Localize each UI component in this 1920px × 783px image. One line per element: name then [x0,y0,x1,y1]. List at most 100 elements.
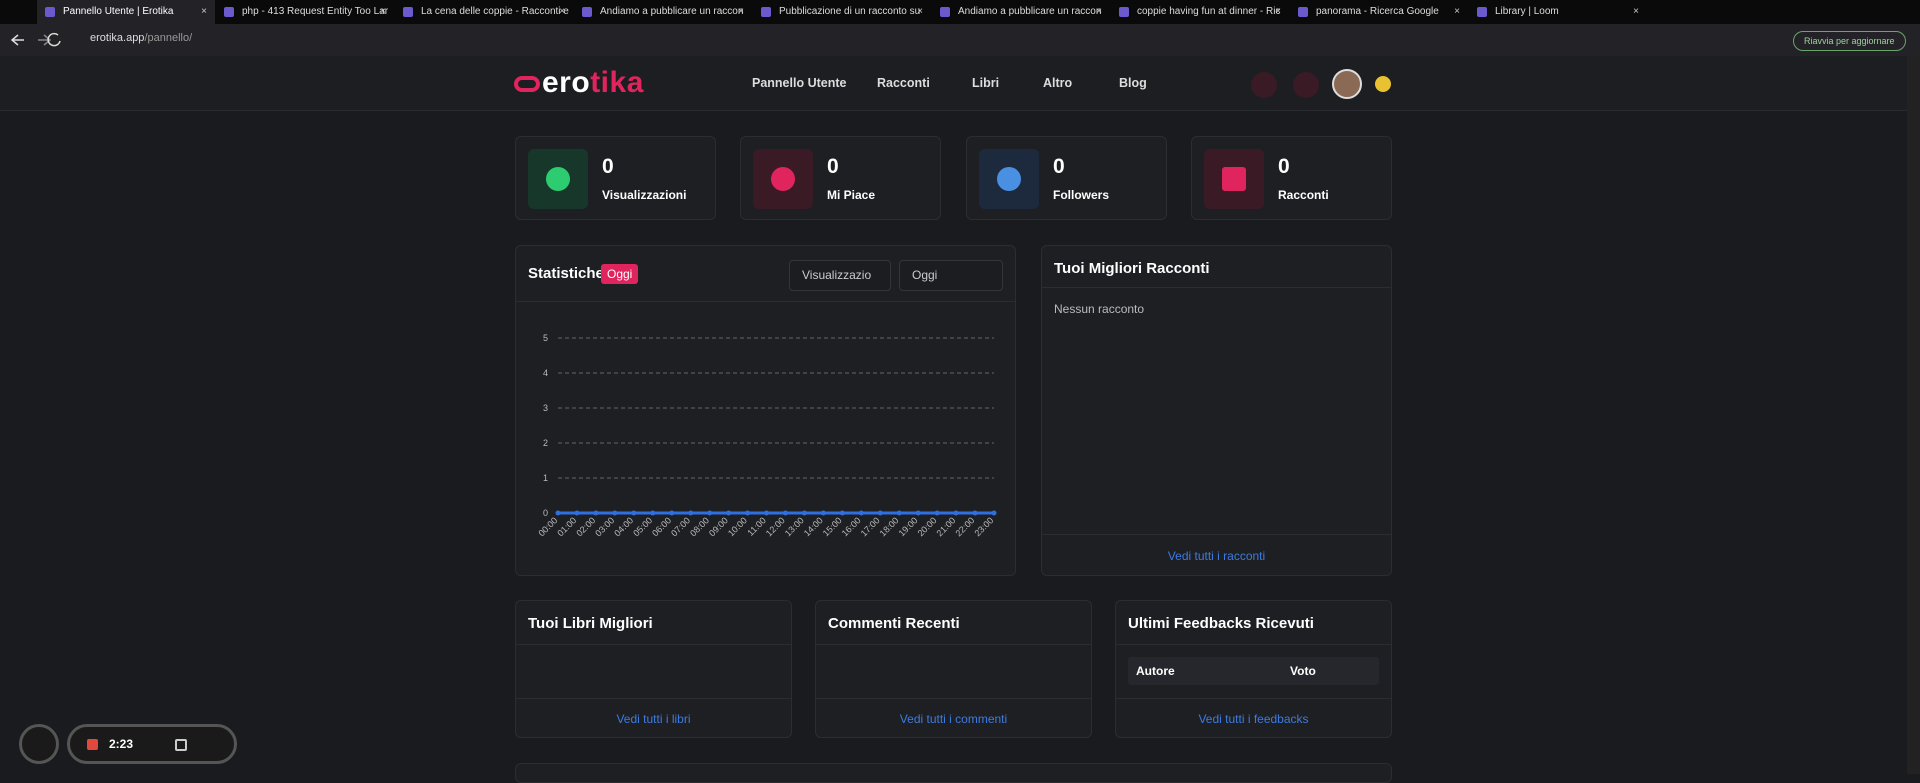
point [801,510,807,516]
stat-value: 0 [1278,155,1290,178]
nav-item[interactable]: Altro [1043,76,1073,90]
tab-close[interactable]: × [1096,6,1102,17]
tab-title: Library | Loom [1495,6,1559,17]
scrollbar[interactable] [1907,56,1920,774]
column-header: Voto [1290,664,1316,678]
panel-link[interactable]: Vedi tutti i libri [616,712,691,726]
nav-item[interactable]: Blog [1119,76,1147,90]
recorder-controls: 2:23 [67,724,237,764]
stat-label: Followers [1053,188,1110,202]
logo-b: tika [590,66,644,99]
period-select[interactable]: Oggi [899,260,1003,291]
stop-button[interactable] [87,739,98,750]
x-tick-label: 21:00 [934,515,957,538]
divider [816,698,1091,699]
panel-title: Commenti Recenti [828,615,960,632]
tab-close[interactable]: × [201,6,207,17]
x-tick-label: 18:00 [878,515,901,538]
tab-close[interactable]: × [1454,6,1460,17]
avatar[interactable] [1332,69,1362,99]
stat-glyph [546,167,570,191]
point [953,510,959,516]
x-tick-label: 02:00 [574,515,597,538]
badge-icon[interactable] [1375,76,1391,92]
panel-link[interactable]: Vedi tutti i racconti [1167,549,1266,563]
logo-a: ero [542,66,591,99]
point [972,510,978,516]
y-tick-label: 5 [543,333,548,343]
x-tick-label: 13:00 [783,515,806,538]
point [877,510,883,516]
url-path: /pannello/ [144,32,193,44]
next-panel [515,763,1392,783]
tab-title: panorama - Ricerca Google [1316,6,1439,17]
table-header: Autore Voto [1128,657,1379,685]
stat-label: Mi Piace [827,188,876,202]
tab-close[interactable]: × [1633,6,1639,17]
tab[interactable]: panorama - Ricerca Google × [1290,0,1468,24]
divider [1116,698,1391,699]
x-tick-label: 17:00 [859,515,882,538]
tab-icon [1119,7,1129,17]
panel-link[interactable]: Vedi tutti i commenti [899,712,1008,726]
y-tick-label: 3 [543,403,548,413]
tab-close[interactable]: × [380,6,386,17]
tab[interactable]: Pannello Utente | Erotika × [37,0,215,24]
tab-bar: Pannello Utente | Erotika × php - 413 Requ… [0,0,1920,24]
camera-button[interactable] [19,724,59,764]
x-tick-label: 06:00 [650,515,673,538]
metric-select[interactable]: Visualizzazio [789,260,891,291]
tab[interactable]: Pubblicazione di un racconto su × [753,0,931,24]
notifications-button[interactable] [1293,72,1319,98]
tab[interactable]: Andiamo a pubblicare un raccon × [574,0,752,24]
tab[interactable]: php - 413 Request Entity Too Lar × [216,0,394,24]
point [631,510,637,516]
point [726,510,732,516]
stat-value: 0 [827,155,839,178]
chat-button[interactable] [1251,72,1277,98]
tab-close[interactable]: × [917,6,923,17]
tab[interactable]: La cena delle coppie - Racconti e × [395,0,573,24]
point [764,510,770,516]
stat-label: Racconti [1278,188,1329,202]
tab-icon [1298,7,1308,17]
x-tick-label: 00:00 [536,515,559,538]
point [612,510,618,516]
tab-close[interactable]: × [738,6,744,17]
tab-close[interactable]: × [1275,6,1281,17]
y-tick-label: 2 [543,438,548,448]
point [745,510,751,516]
stat-icon [1204,149,1264,209]
tab[interactable]: Andiamo a pubblicare un raccon × [932,0,1110,24]
y-tick-label: 1 [543,473,548,483]
nav-item[interactable]: Pannello Utente [752,76,847,90]
tab-title: Pannello Utente | Erotika [63,6,174,17]
x-tick-label: 14:00 [802,515,825,538]
point [688,510,694,516]
url[interactable]: erotika.app/pannello/ [90,32,192,44]
site-header [0,56,1907,111]
tab[interactable]: coppie having fun at dinner - Ric × [1111,0,1289,24]
panel-link[interactable]: Vedi tutti i feedbacks [1198,712,1309,726]
update-button[interactable]: Riavvia per aggiornare [1793,31,1906,51]
nav-item[interactable]: Racconti [877,76,930,90]
x-tick-label: 19:00 [897,515,920,538]
stat-card: 0 Followers [966,136,1167,220]
pause-button[interactable] [175,739,187,751]
stat-card: 0 Visualizzazioni [515,136,716,220]
tab-close[interactable]: × [559,6,565,17]
panel: Tuoi Libri Migliori Vedi tutti i libri [515,600,792,738]
tab[interactable]: Library | Loom × [1469,0,1647,24]
x-tick-label: 12:00 [764,515,787,538]
x-tick-label: 08:00 [688,515,711,538]
nav-buttons[interactable] [8,32,68,48]
nav-item[interactable]: Libri [972,76,1000,90]
stat-card: 0 Mi Piace [740,136,941,220]
logo[interactable]: erotika [514,66,644,100]
tab-title: La cena delle coppie - Racconti e [421,6,569,17]
x-tick-label: 10:00 [726,515,749,538]
point [915,510,921,516]
point [669,510,675,516]
